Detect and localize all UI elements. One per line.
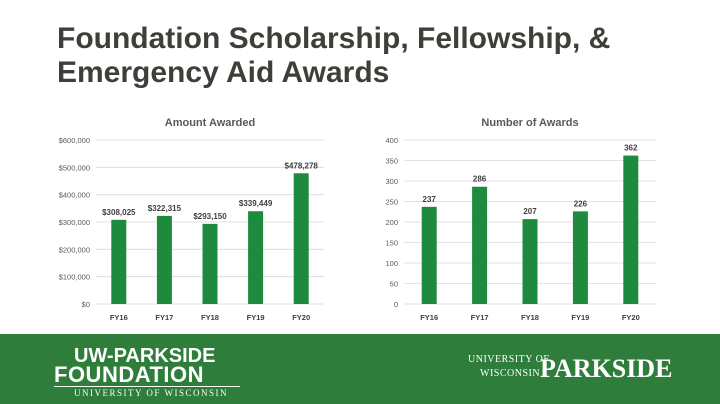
logo-left-line3: UNIVERSITY OF WISCONSIN — [74, 388, 229, 398]
y-tick-label: 200 — [385, 218, 398, 227]
x-tick-label: FY20 — [292, 313, 310, 322]
data-label: 237 — [423, 195, 437, 204]
data-label: $322,315 — [148, 204, 182, 213]
y-tick-label: $400,000 — [59, 191, 90, 200]
logo-left-line1: UW-PARKSIDE — [74, 345, 216, 367]
y-tick-label: 150 — [385, 239, 398, 248]
data-label: $478,278 — [285, 161, 319, 170]
y-tick-label: $100,000 — [59, 273, 90, 282]
university-of-wisconsin-parkside-logo: UNIVERSITY OF WISCONSIN PARKSIDE — [466, 346, 676, 396]
data-label: 362 — [624, 144, 638, 153]
logo-right-line2: WISCONSIN — [480, 368, 541, 379]
x-tick-label: FY18 — [521, 313, 539, 322]
y-tick-label: $0 — [82, 300, 90, 309]
x-tick-label: FY18 — [201, 313, 219, 322]
y-tick-label: $600,000 — [59, 136, 90, 145]
logo-left-divider — [54, 386, 240, 387]
bar-fy20 — [293, 173, 309, 304]
y-tick-label: 250 — [385, 198, 398, 207]
data-label: $308,025 — [102, 208, 136, 217]
y-tick-label: 350 — [385, 157, 398, 166]
data-label: 226 — [574, 199, 588, 208]
bar-fy17 — [156, 215, 172, 304]
y-tick-label: 50 — [390, 280, 398, 289]
bar-fy19 — [248, 211, 264, 304]
bar-fy16 — [421, 206, 437, 304]
data-label: 207 — [523, 207, 537, 216]
footer-bar: UW-PARKSIDE FOUNDATION UNIVERSITY OF WIS… — [0, 334, 720, 404]
y-tick-label: $500,000 — [59, 163, 90, 172]
y-tick-label: 0 — [394, 300, 398, 309]
data-label: $293,150 — [193, 212, 227, 221]
slide-title: Foundation Scholarship, Fellowship, & Em… — [57, 22, 611, 89]
bar-fy20 — [623, 155, 639, 304]
bar-fy17 — [472, 186, 488, 304]
x-tick-label: FY16 — [110, 313, 128, 322]
x-tick-label: FY19 — [247, 313, 265, 322]
bar-fy19 — [572, 211, 588, 304]
bar-fy18 — [522, 219, 538, 304]
logo-right-wordmark: PARKSIDE — [540, 354, 673, 383]
number-of-awards-chart: Number of Awards 0 50 100 150 200 250 300 350 400… — [385, 117, 656, 322]
bar-fy18 — [202, 223, 218, 304]
uw-parkside-foundation-logo: UW-PARKSIDE FOUNDATION UNIVERSITY OF WIS… — [52, 340, 252, 400]
y-tick-label: $300,000 — [59, 218, 90, 227]
logo-left-line2: FOUNDATION — [54, 362, 205, 387]
chart-title: Number of Awards — [481, 117, 578, 129]
x-tick-label: FY16 — [420, 313, 438, 322]
y-tick-label: $200,000 — [59, 245, 90, 254]
y-tick-label: 100 — [385, 259, 398, 268]
x-tick-label: FY20 — [622, 313, 640, 322]
y-tick-label: 300 — [385, 177, 398, 186]
data-label: $339,449 — [239, 199, 273, 208]
data-label: 286 — [473, 175, 487, 184]
x-tick-label: FY19 — [571, 313, 589, 322]
amount-awarded-chart: Amount Awarded $0 $100,000 $200,000 $300,000… — [59, 117, 324, 322]
bar-fy16 — [111, 219, 127, 304]
y-tick-label: 400 — [385, 136, 398, 145]
x-tick-label: FY17 — [471, 313, 489, 322]
logo-right-line1: UNIVERSITY OF — [468, 354, 550, 365]
x-tick-label: FY17 — [155, 313, 173, 322]
chart-title: Amount Awarded — [165, 117, 255, 129]
